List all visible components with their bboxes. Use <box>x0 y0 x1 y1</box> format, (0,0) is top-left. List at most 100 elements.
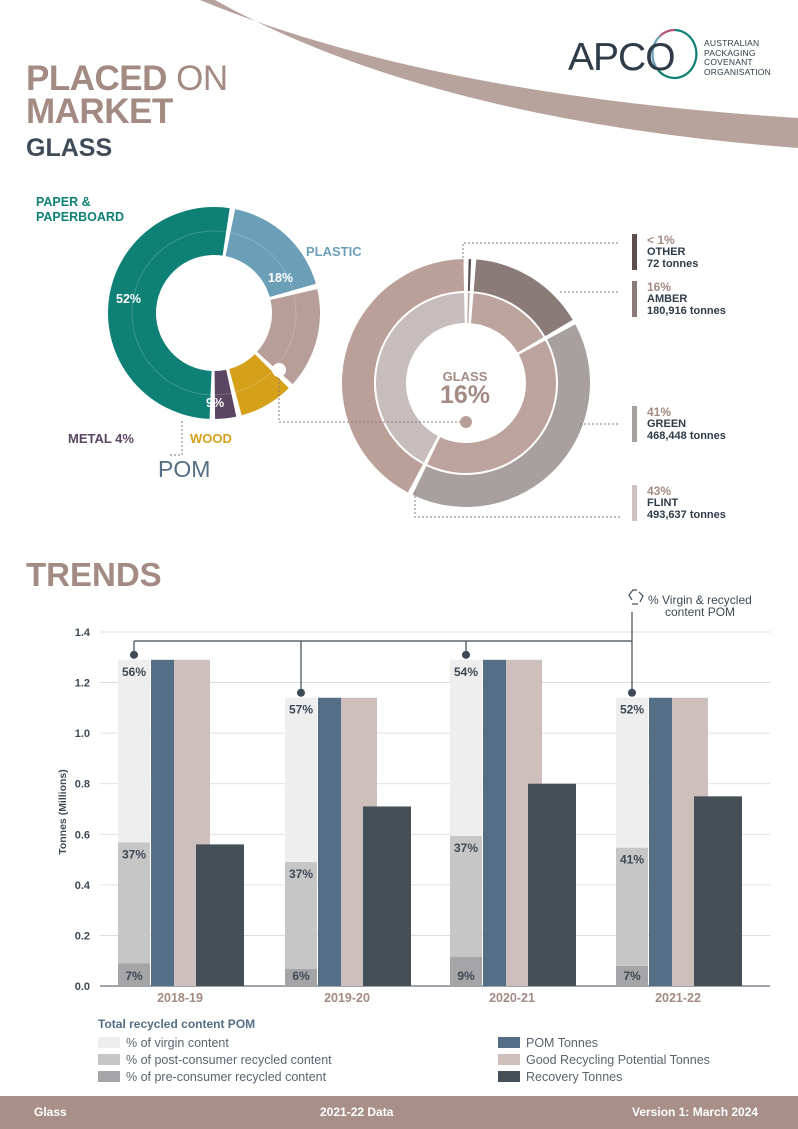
bar-recovery-tonnes <box>528 783 576 986</box>
y-tick-label: 1.4 <box>75 627 91 639</box>
header-swoosh <box>200 0 798 148</box>
footer: Glass 2021-22 Data Version 1: March 2024 <box>0 1096 798 1129</box>
connector-line-flint <box>414 492 620 518</box>
bar-virgin <box>285 697 317 863</box>
donut-connectors <box>170 242 620 518</box>
pct-wood: 9% <box>206 396 225 410</box>
legend-swatch-virgin <box>98 1037 120 1048</box>
y-tick-label: 1.2 <box>75 678 90 690</box>
chart-bars <box>118 659 742 986</box>
page-subtitle: GLASS <box>26 134 113 162</box>
glass-inner-slice-green <box>427 340 556 474</box>
data-label-pre-consumer: 9% <box>457 969 475 983</box>
bar-pre-consumer <box>118 963 150 986</box>
logo-line-4: ORGANISATION <box>704 66 771 77</box>
apco-logo: APCO AUSTRALIAN PACKAGING COVENANT ORGAN… <box>568 26 778 86</box>
bar-pom-tonnes <box>151 659 175 986</box>
bar-recovery-tonnes <box>196 844 244 986</box>
pom-slice-wood <box>229 354 289 416</box>
title-bold-1: PLACED <box>26 59 167 98</box>
glass-center-label: GLASS <box>442 369 488 384</box>
y-tick-label: 1.0 <box>75 728 90 740</box>
logo-subtitle: AUSTRALIAN PACKAGING COVENANT ORGANISATI… <box>704 38 771 77</box>
legend-label-recovery-tonnes: Recovery Tonnes <box>526 1070 623 1084</box>
legend-title: Total recycled content POM <box>98 1017 256 1031</box>
bar-pre-consumer <box>616 965 648 986</box>
connector-line-metal <box>170 420 183 456</box>
data-label-post-consumer: 37% <box>454 841 478 855</box>
glass-slice-amber <box>473 259 573 337</box>
glass-slice-flint <box>341 259 465 493</box>
bracket-dot <box>462 650 470 659</box>
amber-pct: 16% <box>647 280 672 294</box>
bracket-dot <box>130 650 138 659</box>
logo-line-2: PACKAGING <box>704 47 756 58</box>
other-name: OTHER <box>647 246 686 258</box>
green-name: GREEN <box>647 418 687 430</box>
green-pct: 41% <box>647 405 672 419</box>
data-label-virgin: 54% <box>454 665 478 679</box>
x-tick-label: 2019-20 <box>324 991 370 1005</box>
footer-center: 2021-22 Data <box>320 1105 394 1119</box>
glass-donut <box>341 259 590 507</box>
data-label-post-consumer: 37% <box>122 847 146 861</box>
flint-pct: 43% <box>647 484 672 498</box>
data-label-pre-consumer: 6% <box>292 969 310 983</box>
legend-label-post-consumer: % of post-consumer recycled content <box>126 1053 332 1067</box>
label-paper: PAPER & PAPERBOARD <box>36 195 124 225</box>
x-tick-label: 2020-21 <box>489 991 535 1005</box>
legend-swatch-recovery-tonnes <box>498 1071 520 1082</box>
label-wood: WOOD <box>190 431 232 446</box>
bar-post-consumer <box>450 835 482 957</box>
data-label-pre-consumer: 7% <box>623 969 641 983</box>
bar-post-consumer <box>616 847 648 966</box>
donut-charts <box>108 207 620 518</box>
pom-inner-ring <box>131 230 297 396</box>
trends-annotation-line-2: content POM <box>665 605 735 619</box>
amber-name: AMBER <box>647 293 688 305</box>
logo-line-1: AUSTRALIAN <box>704 38 760 48</box>
bracket-dot <box>297 688 305 697</box>
data-label-virgin: 56% <box>122 665 146 679</box>
glass-inner-slice-amber <box>470 293 544 353</box>
legend-swatch-grp-tonnes <box>498 1054 520 1065</box>
legend-bar-green <box>632 406 637 442</box>
legend-label-grp-tonnes: Good Recycling Potential Tonnes <box>526 1053 710 1067</box>
pom-label: POM <box>158 456 211 482</box>
label-paper-line-1: PAPER & <box>36 195 91 209</box>
glass-center-dot <box>460 416 472 428</box>
pom-slice-paper <box>108 207 230 419</box>
y-tick-label: 0.4 <box>75 880 91 892</box>
footer-left: Glass <box>34 1105 67 1119</box>
label-metal: METAL 4% <box>68 431 134 446</box>
pom-slice-plastic <box>225 209 316 297</box>
bar-post-consumer <box>285 862 317 969</box>
footer-right: Version 1: March 2024 <box>632 1105 759 1119</box>
legend-swatch-post-consumer <box>98 1054 120 1065</box>
legend-swatch-pre-consumer <box>98 1071 120 1082</box>
data-label-pre-consumer: 7% <box>125 969 143 983</box>
bar-recovery-tonnes <box>363 806 411 986</box>
legend-label-pom-tonnes: POM Tonnes <box>526 1036 599 1050</box>
pom-slice-metal <box>214 369 237 419</box>
flint-tonnes: 493,637 tonnes <box>647 509 726 521</box>
glass-inner-slice-flint <box>376 293 465 463</box>
bar-pom-tonnes <box>649 697 673 986</box>
glass-slice-other <box>467 259 472 292</box>
y-tick-label: 0.2 <box>75 930 90 942</box>
bar-pom-tonnes <box>318 697 342 986</box>
y-axis-label: Tonnes (Millions) <box>57 769 69 855</box>
green-tonnes: 468,448 tonnes <box>647 430 726 442</box>
bracket-dot <box>628 688 636 697</box>
amber-tonnes: 180,916 tonnes <box>647 305 726 317</box>
bar-pom-tonnes <box>483 659 507 986</box>
x-tick-label: 2021-22 <box>655 991 701 1005</box>
glass-center-value: 16% <box>439 381 491 409</box>
other-pct: < 1% <box>647 233 675 247</box>
data-label-post-consumer: 41% <box>620 853 644 867</box>
bar-pre-consumer <box>450 956 482 986</box>
data-label-virgin: 52% <box>620 703 644 717</box>
connector-line-pom-to-glass <box>278 378 466 423</box>
legend-bar-other <box>632 234 637 270</box>
page-title-line-2: MARKET <box>26 92 173 131</box>
